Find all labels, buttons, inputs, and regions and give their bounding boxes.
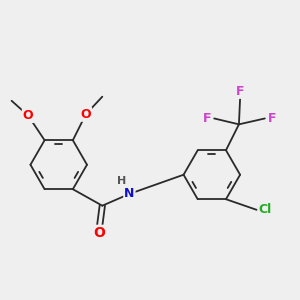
Text: O: O <box>93 226 105 240</box>
Text: N: N <box>124 188 135 200</box>
Text: Cl: Cl <box>259 203 272 216</box>
Text: H: H <box>117 176 126 186</box>
Text: F: F <box>236 85 244 98</box>
Text: F: F <box>203 112 212 125</box>
Text: F: F <box>268 112 276 125</box>
Text: O: O <box>80 108 91 121</box>
Text: O: O <box>23 109 33 122</box>
